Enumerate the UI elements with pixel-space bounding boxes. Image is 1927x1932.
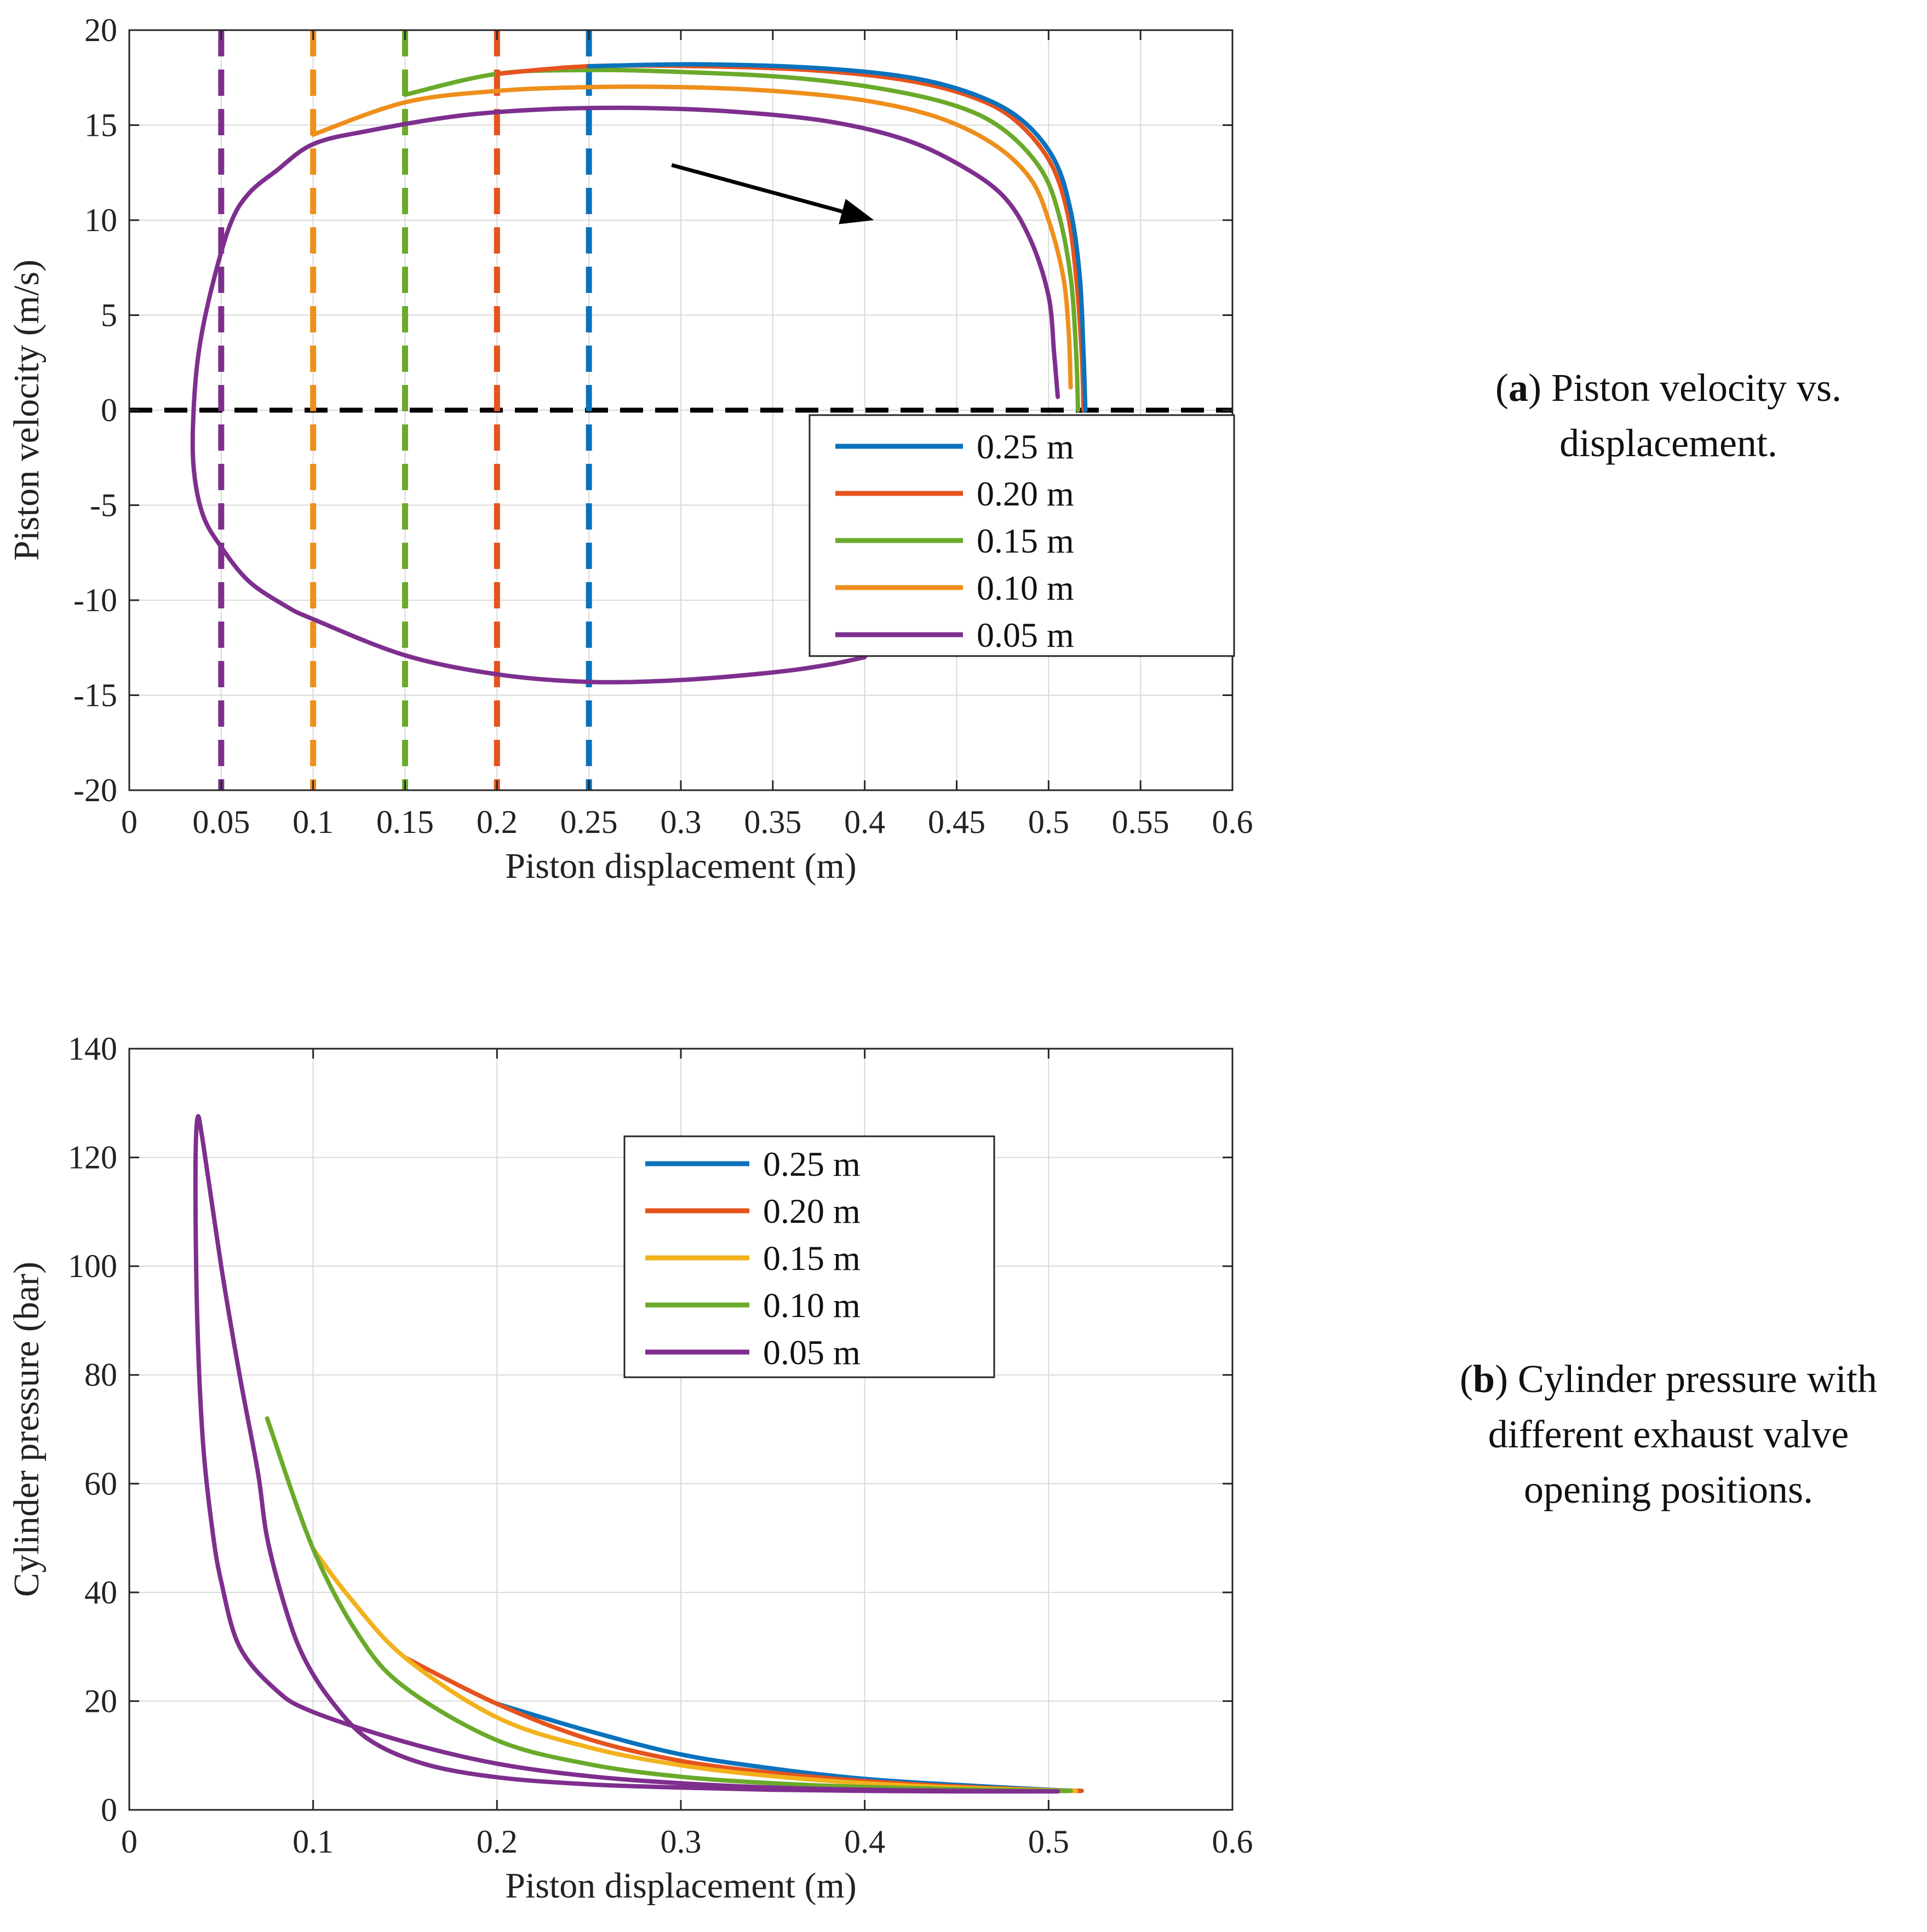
panel-a-legend-box <box>808 414 1235 657</box>
panel-a-trend-arrow <box>671 163 843 214</box>
caption-a-line1: ) Piston velocity vs. <box>1528 366 1842 410</box>
panel-a-trend-arrowhead <box>839 199 874 225</box>
panel-b-legend-label: 0.15 m <box>763 1239 861 1278</box>
panel-b-legend-label: 0.20 m <box>763 1192 861 1231</box>
panel-a-legend-label: 0.10 m <box>977 568 1074 607</box>
panel-a-xtick-label: 0.55 <box>1112 804 1169 840</box>
panel-b-ytick-label: 140 <box>68 1031 117 1067</box>
panel-b-y-axis-title: Cylinder pressure (bar) <box>7 1262 47 1597</box>
panel-b-legend-label: 0.05 m <box>763 1333 861 1372</box>
panel-a-ytick-label: 20 <box>84 12 117 48</box>
panel-a-series-005m <box>190 105 1060 685</box>
panel-b-ytick-label: 0 <box>101 1792 117 1828</box>
panel-a-ytick-label: 0 <box>101 392 117 428</box>
panel-a-legend-label: 0.20 m <box>977 474 1074 513</box>
panel-a-grid <box>129 30 1232 790</box>
panel-a-ytick-label: -10 <box>73 582 117 618</box>
panel-a-xtick-label: 0.3 <box>661 804 702 840</box>
panel-a-xtick-label: 0.5 <box>1028 804 1069 840</box>
panel-a-xtick-label: 0.1 <box>293 804 334 840</box>
panel-b-ytick-label: 80 <box>84 1357 117 1393</box>
panel-a-legend: 0.25 m 0.20 m 0.15 m 0.10 m 0.05 m <box>808 414 1235 657</box>
panel-a-ytick-label: 10 <box>84 202 117 238</box>
caption-b: (b) Cylinder pressure with <box>1460 1357 1877 1401</box>
panel-b-ytick-label: 20 <box>84 1683 117 1719</box>
panel-a-ytick-label: -15 <box>73 677 117 714</box>
panel-b-ytick-label: 100 <box>68 1248 117 1284</box>
caption-b-line1: ) Cylinder pressure with <box>1495 1357 1877 1401</box>
panel-a-ytick-label: -5 <box>90 487 117 524</box>
panel-b-ytick-label: 60 <box>84 1465 117 1502</box>
panel-b-legend: 0.25 m 0.20 m 0.15 m 0.10 m 0.05 m <box>623 1135 995 1378</box>
panel-a-series-025m <box>587 62 1088 412</box>
panel-b-ytick-label: 120 <box>68 1140 117 1176</box>
panel-b-plot-area <box>193 1114 1084 1794</box>
panel-b-ytick-label: 40 <box>84 1574 117 1611</box>
panel-a-xtick-label: 0.45 <box>928 804 985 840</box>
panel-a-xtick-label: 0.2 <box>477 804 518 840</box>
panel-a-legend-label: 0.25 m <box>977 427 1074 466</box>
panel-a-xtick-label: 0.25 <box>560 804 618 840</box>
panel-a-ytick-label: 15 <box>84 107 117 143</box>
panel-a-xtick-label: 0.05 <box>192 804 250 840</box>
caption-b-line2: different exhaust valve <box>1488 1412 1849 1456</box>
panel-a-xtick-label: 0.4 <box>844 804 885 840</box>
panel-b-xtick-label: 0 <box>121 1824 137 1860</box>
panel-a-x-axis-title: Piston displacement (m) <box>505 846 857 886</box>
panel-a-xtick-label: 0.6 <box>1212 804 1253 840</box>
panel-a-y-axis-title: Piston velocity (m/s) <box>7 260 47 561</box>
panel-a-xtick-label: 0 <box>121 804 137 840</box>
panel-a-legend-label: 0.15 m <box>977 521 1074 560</box>
panel-a-ytick-label: 5 <box>101 297 117 334</box>
panel-b-xtick-label: 0.5 <box>1028 1824 1069 1860</box>
panel-b-xtick-label: 0.1 <box>293 1824 334 1860</box>
panel-b-legend-label: 0.25 m <box>763 1145 861 1183</box>
caption-a: (a) Piston velocity vs. <box>1495 366 1842 410</box>
panel-a-series-015m <box>403 67 1081 412</box>
panel-b-series-005m <box>193 1114 1060 1794</box>
panel-a-series-010m <box>311 84 1073 390</box>
panel-a-xtick-label: 0.15 <box>376 804 434 840</box>
panel-a-velocity-chart: 0 0.05 0.1 0.15 0.2 0.25 0.3 0.35 0.4 0.45 0.5 0.55… <box>7 12 1253 886</box>
panel-a-plot-area <box>129 30 1232 790</box>
panel-b-legend-label: 0.10 m <box>763 1286 861 1325</box>
panel-b-xtick-label: 0.4 <box>844 1824 885 1860</box>
panel-b-xtick-label: 0.2 <box>477 1824 518 1860</box>
panel-a-legend-label: 0.05 m <box>977 616 1074 654</box>
caption-a-label: a <box>1509 366 1528 410</box>
panel-b-xtick-label: 0.6 <box>1212 1824 1253 1860</box>
panel-a-xtick-label: 0.35 <box>744 804 801 840</box>
panel-b-pressure-chart: 0 0.1 0.2 0.3 0.4 0.5 0.6 0 20 40 60 80 100 120 140 Pis… <box>7 1031 1253 1906</box>
caption-a-line2: displacement. <box>1559 421 1777 465</box>
panel-b-xtick-label: 0.3 <box>661 1824 702 1860</box>
caption-b-label: b <box>1473 1357 1495 1401</box>
caption-b-line3: opening positions. <box>1524 1468 1813 1511</box>
panel-a-ytick-label: -20 <box>73 772 117 808</box>
panel-b-x-axis-title: Piston displacement (m) <box>505 1866 857 1906</box>
